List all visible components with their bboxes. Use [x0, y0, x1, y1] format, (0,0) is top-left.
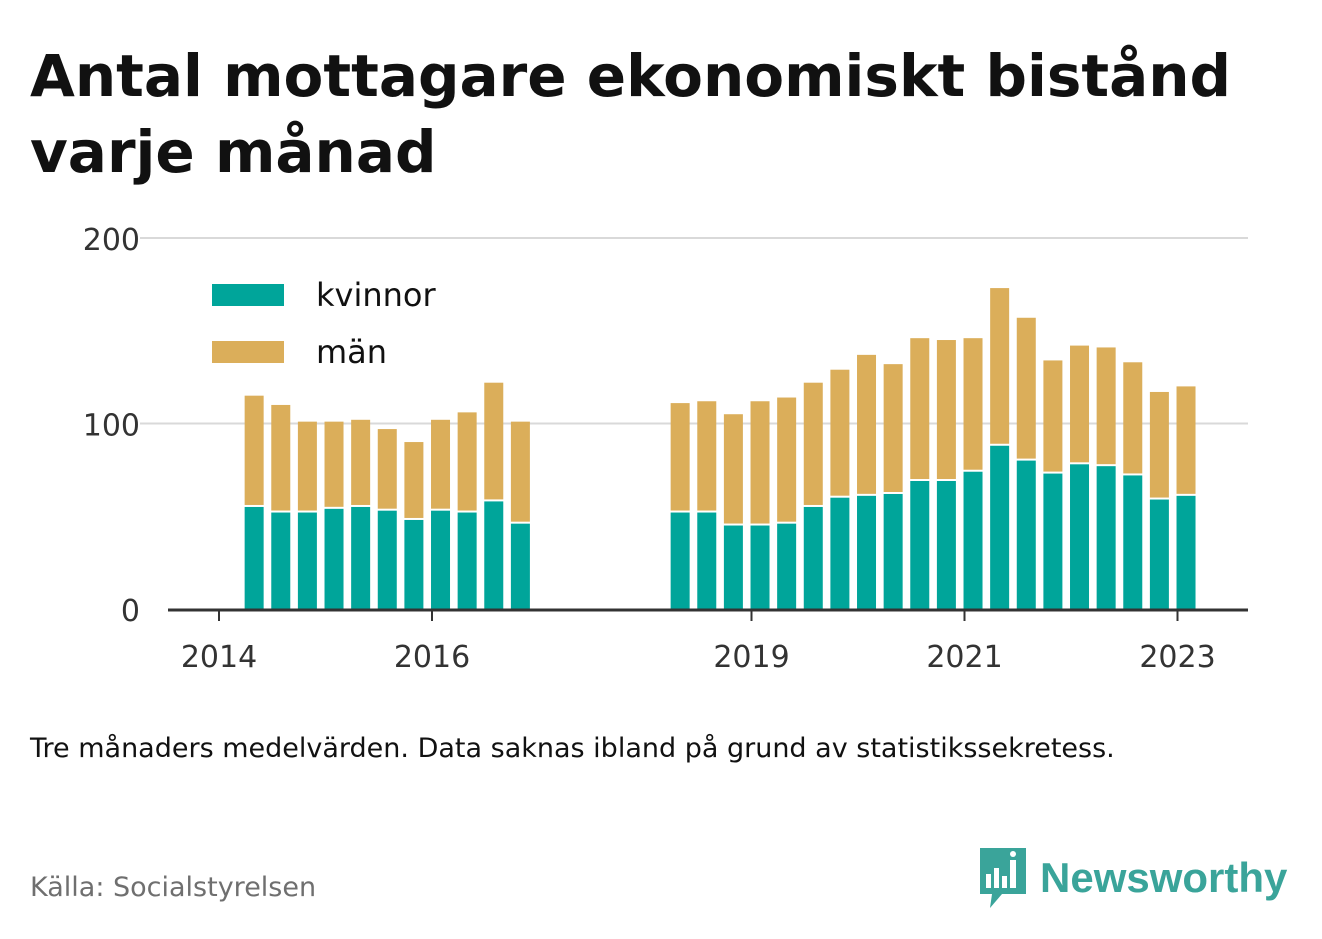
bar-kvinnor [510, 523, 530, 609]
bar-man [990, 288, 1010, 444]
bar-man [670, 403, 690, 511]
x-tick-label: 2014 [181, 640, 257, 675]
bar-kvinnor [1016, 460, 1036, 609]
bar-man [1043, 360, 1063, 472]
legend-item-man-swatch [212, 341, 284, 363]
bar-kvinnor [857, 495, 877, 609]
bar-kvinnor [1123, 475, 1143, 609]
bar-man [803, 382, 823, 505]
bar-kvinnor [697, 512, 717, 609]
bar-man [830, 369, 850, 496]
bar-man [750, 401, 770, 524]
bar-man [324, 421, 344, 507]
chart-note: Tre månaders medelvärden. Data saknas ib… [30, 733, 1115, 764]
bar-man [883, 364, 903, 492]
bar-man [1016, 317, 1036, 459]
bar-man [777, 397, 797, 522]
bar-man [936, 340, 956, 480]
bar-kvinnor [723, 525, 743, 609]
bar-man [244, 395, 264, 505]
bar-kvinnor [1096, 466, 1116, 609]
bar-kvinnor [1070, 464, 1090, 609]
legend-item-man-label: män [316, 333, 387, 371]
bar-kvinnor [990, 445, 1010, 609]
brand-name: Newsworthy [1040, 854, 1288, 901]
bar-man [271, 404, 291, 511]
bar-kvinnor [963, 471, 983, 609]
bar-man [857, 354, 877, 494]
bar-man [723, 414, 743, 524]
legend: kvinnor män [212, 276, 437, 371]
bar-kvinnor [457, 512, 477, 609]
bar-man [431, 419, 451, 509]
x-tick-label: 2019 [713, 640, 789, 675]
newsworthy-chart-bubble-icon [980, 848, 1026, 908]
bar-kvinnor [670, 512, 690, 609]
x-tick-label: 2016 [394, 640, 470, 675]
bar-man [297, 421, 317, 511]
bar-man [963, 338, 983, 470]
bar-kvinnor [324, 508, 344, 609]
bar-man [404, 442, 424, 518]
y-tick-label: 200 [83, 223, 140, 258]
bar-kvinnor [484, 501, 504, 609]
bar-kvinnor [377, 510, 397, 609]
bar-kvinnor [803, 506, 823, 609]
bar-kvinnor [777, 523, 797, 609]
bar-man [510, 421, 530, 522]
bar-kvinnor [1149, 499, 1169, 609]
y-tick-label: 0 [121, 594, 140, 629]
bar-man [697, 401, 717, 511]
bar-kvinnor [936, 481, 956, 609]
bar-kvinnor [297, 512, 317, 609]
bar-kvinnor [271, 512, 291, 609]
bars [244, 288, 1196, 609]
bar-man [351, 419, 371, 505]
bar-kvinnor [351, 506, 371, 609]
source-label: Källa: Socialstyrelsen [30, 872, 317, 903]
bar-man [1096, 347, 1116, 465]
chart-title: Antal mottagare ekonomiskt bistånd varje… [30, 42, 1232, 186]
legend-item-kvinnor-swatch [212, 284, 284, 306]
bar-kvinnor [830, 497, 850, 609]
bar-man [1070, 345, 1090, 463]
axes: 0 100 200 2014 2016 2019 2021 2023 [83, 223, 1248, 675]
bar-man [910, 338, 930, 480]
bar-kvinnor [910, 481, 930, 609]
bar-kvinnor [431, 510, 451, 609]
bar-man [377, 429, 397, 509]
bar-man [1123, 362, 1143, 474]
bar-kvinnor [883, 493, 903, 609]
x-tick-label: 2021 [926, 640, 1002, 675]
bar-man [457, 412, 477, 511]
bar-kvinnor [1043, 473, 1063, 609]
bar-man [1149, 391, 1169, 498]
x-tick-label: 2023 [1139, 640, 1215, 675]
bar-kvinnor [750, 525, 770, 609]
brand-logo: Newsworthy [978, 846, 1287, 910]
bar-man [1176, 386, 1196, 494]
stacked-bar-chart: 0 100 200 2014 2016 2019 2021 2023 kvinnor män [83, 223, 1248, 675]
bar-kvinnor [1176, 495, 1196, 609]
bar-kvinnor [404, 519, 424, 609]
y-tick-label: 100 [83, 409, 140, 444]
bar-kvinnor [244, 506, 264, 609]
legend-item-kvinnor-label: kvinnor [316, 276, 437, 314]
bar-man [484, 382, 504, 500]
